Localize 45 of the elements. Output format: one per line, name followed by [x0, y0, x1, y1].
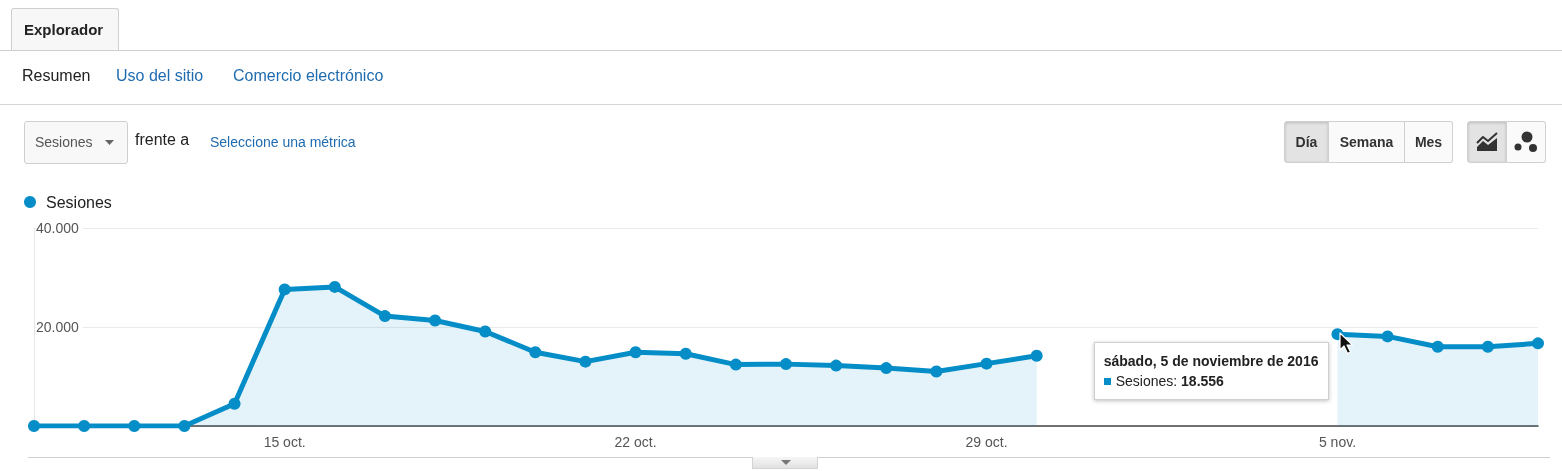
text: Seleccione una métrica [210, 134, 356, 151]
point [78, 420, 91, 432]
point [930, 365, 943, 378]
point [378, 310, 391, 323]
tooltip-box: sábado, 5 de noviembre de 2016 Sesiones: 18.556 [1093, 342, 1330, 401]
tab: Explorador [11, 8, 119, 51]
point [579, 355, 592, 368]
point [780, 358, 792, 371]
point [1481, 340, 1494, 353]
x-tick-label: 22 oct. [614, 434, 657, 450]
point [178, 420, 191, 432]
button: Día [1284, 121, 1329, 163]
annotation: sábado, 5 de noviembre de 2016 [1103, 352, 1319, 372]
point [880, 362, 893, 375]
x-tick-label: 29 oct. [965, 434, 1008, 450]
button: Semana [1329, 121, 1405, 163]
point [429, 314, 442, 327]
point [1431, 340, 1444, 353]
point [328, 280, 341, 293]
text: frente a [135, 131, 190, 150]
point [128, 420, 141, 432]
point [629, 346, 642, 359]
point [1030, 349, 1043, 362]
dropdown: Sesiones [24, 121, 128, 164]
y-tick-label: 20.000 [36, 319, 80, 335]
y-tick-label: 40.000 [36, 220, 80, 236]
text: Comercio electrónico [233, 67, 384, 86]
point [228, 397, 241, 410]
point [830, 359, 843, 372]
text: Resumen [22, 67, 91, 86]
point [28, 420, 40, 432]
point [1532, 337, 1544, 350]
point [529, 346, 542, 359]
point [278, 283, 291, 296]
point [1381, 330, 1394, 343]
point [980, 357, 993, 370]
x-tick-label: 5 nov. [1318, 434, 1357, 450]
point [479, 325, 492, 338]
legend-label: Sesiones [46, 193, 112, 211]
text: Uso del sitio [116, 67, 204, 86]
annotation: Sesiones: 18.556 [1115, 372, 1224, 392]
point [679, 347, 692, 360]
point [729, 358, 742, 371]
button: Mes [1405, 121, 1453, 163]
x-tick-label: 15 oct. [263, 434, 306, 450]
